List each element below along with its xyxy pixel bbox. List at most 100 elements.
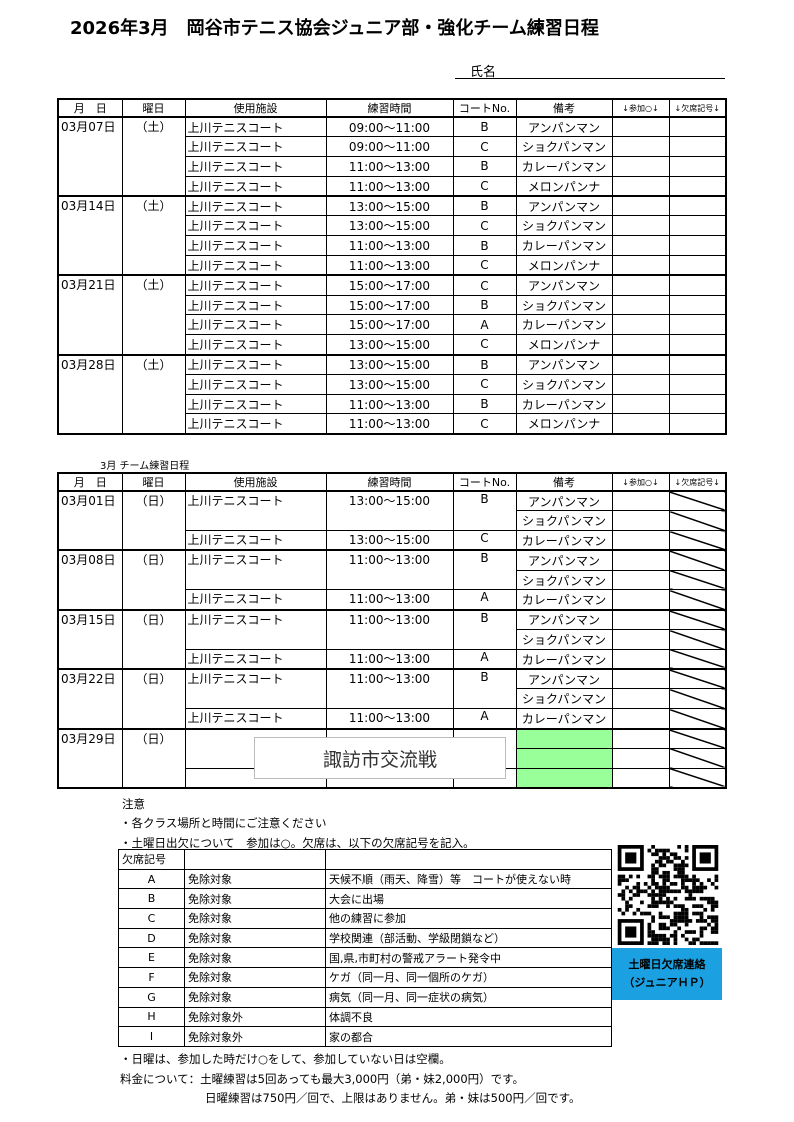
date-cell: 03月08日 (57, 549, 123, 611)
code-cell: I (118, 1026, 185, 1047)
column-header: 欠席記号 (118, 849, 185, 870)
attend-input[interactable] (611, 413, 670, 435)
empty-cell (184, 849, 326, 870)
note-cell: カレーパンマン (515, 530, 613, 551)
absence-code-input[interactable] (668, 195, 727, 217)
table-row: 上川テニスコート 13:00～15:00 C ショクパンマン (58, 215, 727, 237)
attend-input[interactable] (611, 235, 670, 257)
table-row: I 免除対象外 家の都合 (118, 1026, 612, 1047)
attend-input[interactable] (611, 393, 670, 415)
attend-input[interactable] (611, 116, 670, 138)
attend-input[interactable] (611, 688, 670, 710)
note-cell: アンパンマン (515, 490, 613, 512)
absence-code-input[interactable] (668, 334, 727, 356)
weekday-cell: （日） (121, 608, 186, 670)
absence-code-input[interactable] (668, 274, 727, 296)
facility-cell: 上川テニスコート (184, 589, 327, 611)
table-row: D 免除対象 学校関連（部活動、学級閉鎖など） (118, 927, 612, 949)
attend-input[interactable] (611, 195, 670, 217)
court-cell: C (452, 215, 517, 237)
time-cell: 11:00～13:00 (325, 255, 454, 276)
facility-cell: 上川テニスコート (184, 648, 327, 670)
facility-cell: 上川テニスコート (184, 334, 327, 356)
facility-cell: 上川テニスコート (184, 235, 327, 257)
absence-code-input[interactable] (668, 175, 727, 197)
attend-input[interactable] (611, 608, 670, 631)
absence-slash-cell (668, 490, 727, 512)
attend-input[interactable] (611, 294, 670, 316)
time-cell: 11:00～13:00 (325, 156, 454, 177)
name-field-line[interactable] (455, 78, 725, 79)
absence-code-input[interactable] (668, 393, 727, 415)
attend-input[interactable] (611, 589, 670, 611)
time-cell: 09:00～11:00 (325, 136, 454, 158)
time-cell: 11:00～13:00 (325, 608, 454, 650)
attend-input[interactable] (611, 334, 670, 356)
note-cell: アンパンマン (515, 668, 613, 690)
time-cell: 11:00～13:00 (325, 668, 454, 710)
table-row: H 免除対象外 体調不良 (118, 1006, 612, 1028)
attend-input[interactable] (611, 156, 670, 177)
attend-input[interactable] (611, 215, 670, 237)
time-cell: 09:00～11:00 (325, 116, 454, 138)
attend-input[interactable] (611, 727, 670, 749)
facility-cell: 上川テニスコート (184, 116, 327, 138)
table-row: 上川テニスコート 11:00～13:00 C メロンパンナ (58, 175, 727, 197)
attend-input[interactable] (611, 668, 670, 690)
court-cell: C (452, 175, 517, 197)
attend-input[interactable] (611, 175, 670, 197)
note-cell: ショクパンマン (515, 688, 613, 710)
table-row: B 免除対象 大会に出場 (118, 888, 612, 910)
facility-cell: 上川テニスコート (184, 314, 327, 336)
attend-input[interactable] (611, 314, 670, 336)
court-cell: A (452, 708, 517, 730)
absence-code-input[interactable] (668, 215, 727, 237)
facility-cell: 上川テニスコート (184, 175, 327, 197)
reason-cell: 学校関連（部活動、学級閉鎖など） (325, 927, 612, 949)
absence-code-input[interactable] (668, 294, 727, 316)
absence-code-input[interactable] (668, 314, 727, 336)
attend-input[interactable] (611, 274, 670, 296)
button-line: （ジュニアＨＰ） (623, 976, 711, 989)
court-cell: A (452, 589, 517, 611)
empty-cell (325, 849, 612, 870)
attend-input[interactable] (611, 569, 670, 591)
attend-input[interactable] (611, 490, 670, 512)
attend-input[interactable] (611, 747, 670, 769)
weekday-cell: （土） (121, 274, 186, 356)
absence-code-input[interactable] (668, 353, 727, 375)
facility-cell: 上川テニスコート (184, 373, 327, 395)
absence-code-input[interactable] (668, 255, 727, 276)
date-cell: 03月21日 (57, 274, 123, 356)
attend-input[interactable] (611, 373, 670, 395)
absence-code-input[interactable] (668, 116, 727, 138)
note-cell: カレーパンマン (515, 648, 613, 670)
attend-input[interactable] (611, 629, 670, 650)
facility-cell: 上川テニスコート (184, 668, 327, 710)
attend-input[interactable] (611, 767, 670, 789)
facility-cell: 上川テニスコート (184, 156, 327, 177)
weekday-cell: （日） (121, 727, 186, 789)
attend-input[interactable] (611, 530, 670, 551)
qr-code-icon[interactable] (614, 845, 722, 945)
attend-input[interactable] (611, 136, 670, 158)
attend-input[interactable] (611, 549, 670, 571)
absence-code-input[interactable] (668, 235, 727, 257)
attend-input[interactable] (611, 353, 670, 375)
absence-code-input[interactable] (668, 136, 727, 158)
absence-code-input[interactable] (668, 413, 727, 435)
absence-slash-cell (668, 589, 727, 611)
saturday-schedule-table: 月 日曜日 使用施設 練習時間 コートNo. 備考 ↓参加○↓ ↓欠席記号↓ 03月07日 （土… (57, 98, 727, 435)
table-row: 03月28日 （土） 上川テニスコート 13:00～15:00 B アンパンマン (57, 353, 727, 435)
name-label: 氏名 (470, 65, 497, 80)
absence-code-input[interactable] (668, 373, 727, 395)
attend-input[interactable] (611, 510, 670, 532)
attend-input[interactable] (611, 255, 670, 276)
table-row: 上川テニスコート 13:00～15:00 C ショクパンマン (58, 373, 727, 395)
attend-input[interactable] (611, 708, 670, 730)
absence-contact-button[interactable]: 土曜日欠席連絡 （ジュニアＨＰ） (612, 948, 722, 1000)
attend-input[interactable] (611, 648, 670, 670)
time-cell: 11:00～13:00 (325, 589, 454, 611)
absence-code-input[interactable] (668, 156, 727, 177)
table-row: 03月22日 （日） 上川テニスコート 11:00～13:00 B アンパンマン (57, 668, 727, 730)
